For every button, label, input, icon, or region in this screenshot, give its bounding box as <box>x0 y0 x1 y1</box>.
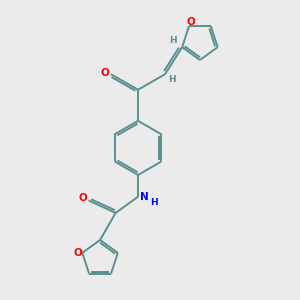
Text: O: O <box>79 193 87 203</box>
Text: O: O <box>101 68 110 78</box>
Text: H: H <box>150 198 158 207</box>
Text: O: O <box>73 248 82 258</box>
Text: H: H <box>168 75 176 84</box>
Text: O: O <box>186 16 195 27</box>
Text: N: N <box>140 192 149 202</box>
Text: H: H <box>169 36 177 45</box>
